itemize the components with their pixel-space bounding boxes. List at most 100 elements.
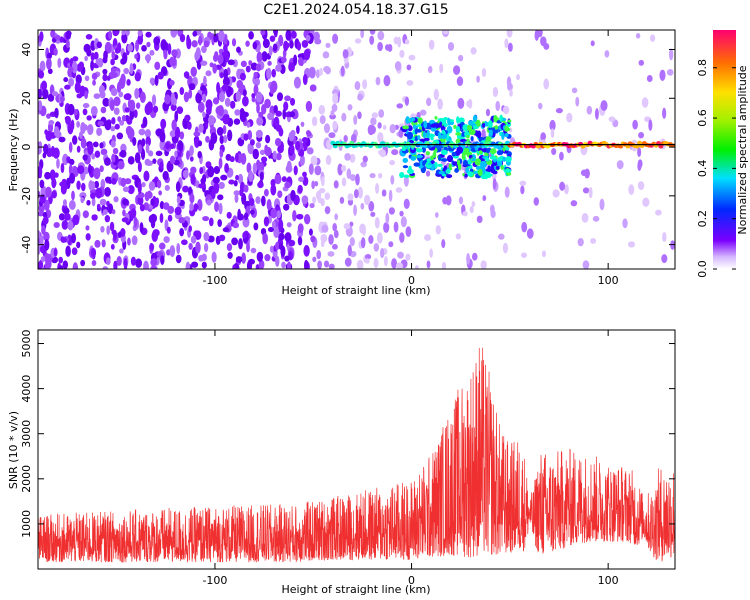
spectrogram-blob [209, 62, 214, 68]
spectrogram-blob [276, 210, 282, 219]
spectrogram-blob [153, 36, 161, 46]
spectrogram-blob [53, 248, 58, 257]
spectrogram-blob [286, 160, 292, 172]
spectrogram-blob [440, 134, 448, 140]
spectrogram-blob [165, 142, 171, 150]
spectrogram-blob [77, 165, 85, 175]
spectrogram-blob [171, 49, 178, 57]
spectrogram-blob [39, 235, 44, 244]
spectrogram-blob [413, 162, 421, 167]
spectrogram-blob [234, 193, 239, 203]
y-tick-label: 2000 [20, 465, 33, 493]
spectrogram-blob [487, 120, 493, 129]
spectrogram-blob [492, 178, 497, 190]
spectrogram-blob [395, 262, 403, 269]
spectrogram-blob [90, 248, 97, 258]
spectrogram-blob [377, 30, 385, 41]
spectrogram-blob [433, 88, 439, 101]
spectrogram-blob [273, 227, 280, 239]
spectrogram-blob [137, 34, 144, 45]
spectrogram-blob [166, 226, 171, 234]
spectrogram-blob [91, 72, 98, 80]
spectrogram-blob [360, 202, 365, 210]
spectrogram-blob [208, 115, 216, 126]
spectrogram-blob [47, 93, 55, 102]
colorbar: 0.0 0.2 0.4 0.6 0.8 Normalized spectral ampl… [696, 30, 749, 278]
spectrogram-blob [125, 125, 133, 136]
spectrogram-blob [323, 66, 331, 73]
spectrogram-blob [292, 210, 297, 222]
spectrogram-blob [405, 226, 412, 238]
spectrogram-blob [655, 209, 662, 216]
x-tick-label: 100 [598, 274, 619, 287]
spectrogram-blob [236, 46, 241, 53]
spectrogram-blob [430, 126, 437, 132]
spectrogram-blob [329, 113, 337, 120]
spectrogram-blob [214, 51, 219, 59]
spectrogram-blob [169, 245, 176, 257]
spectrogram-blob [474, 158, 482, 166]
spectrogram-blob [132, 137, 137, 146]
spectrogram-blob [80, 137, 87, 149]
spectrogram-blob [300, 121, 305, 127]
spectrogram-blob [275, 241, 280, 251]
spectrogram-blob [484, 171, 489, 180]
spectrogram-blob [151, 263, 156, 269]
spectrogram-blob [255, 196, 261, 204]
spectrogram-blob [288, 250, 293, 261]
spectrogram-blob [305, 34, 311, 42]
spectrogram-blob [357, 111, 362, 120]
spectrogram-blob [278, 127, 284, 137]
spectrogram-blob [260, 156, 268, 163]
snr-frame [37, 329, 676, 570]
spectrogram-blob [323, 260, 330, 268]
spectrogram-blob [269, 35, 276, 42]
spectrogram-blob [604, 50, 610, 58]
spectrogram-blob [232, 222, 240, 229]
spectrogram-blob [267, 227, 275, 233]
spectrogram-blob [259, 171, 264, 182]
spectrogram-blob [298, 176, 304, 182]
spectrogram-blob [205, 135, 210, 143]
spectrogram-blob [555, 107, 563, 114]
spectrogram-blob [216, 81, 221, 94]
spectrogram-blob [113, 107, 120, 115]
spectrogram-blob [167, 43, 172, 56]
spectrogram-blob [45, 130, 53, 142]
spectrogram-blob [245, 65, 251, 73]
spectrogram-blob [158, 242, 166, 250]
spectrogram-blob [505, 156, 512, 163]
spectrogram-blob [174, 110, 179, 123]
spectrogram-blob [85, 233, 91, 241]
spectrogram-blob [486, 148, 490, 154]
spectrogram-blob [608, 116, 616, 122]
spectrogram-blob [380, 247, 385, 259]
spectrogram-blob [313, 31, 320, 42]
spectrogram-blob [283, 203, 290, 211]
spectrogram-blob [328, 234, 334, 245]
spectrogram-blob [482, 195, 487, 202]
spectrogram-blob [414, 264, 419, 269]
spectrogram-blob [599, 198, 605, 211]
spectrogram-blob [72, 262, 79, 269]
spectrogram-blob [308, 228, 313, 236]
spectrogram-blob [62, 260, 69, 269]
spectrogram-blob [301, 195, 309, 205]
spectrogram-blob [269, 245, 274, 253]
spectrogram-blob [426, 158, 432, 162]
spectrogram-blob [550, 128, 555, 139]
spectrogram-blob [221, 84, 229, 92]
spectrogram-blob [130, 208, 137, 219]
spectrogram-blob [197, 150, 202, 159]
spectrogram-blob [207, 235, 215, 243]
spectrogram-blob [38, 247, 41, 256]
spectrogram-blob [222, 124, 227, 135]
spectrogram-blob [504, 38, 509, 49]
spectrogram-blob [353, 114, 358, 125]
spectrogram-blob [139, 204, 145, 212]
spectrogram-blob [213, 182, 220, 194]
spectrogram-blob [149, 49, 155, 56]
spectrogram-blob [638, 59, 645, 66]
spectrogram-blob [231, 237, 239, 246]
spectrogram-blob [104, 176, 112, 183]
